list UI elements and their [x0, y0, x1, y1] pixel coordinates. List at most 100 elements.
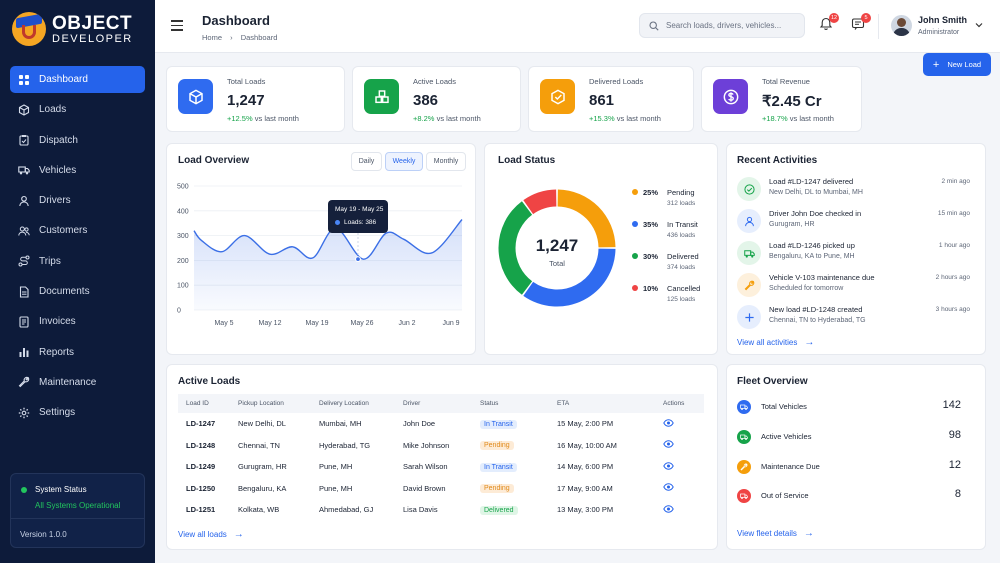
stat-card-active-loads[interactable]: Active Loads 386 +8.2% vs last month: [352, 66, 521, 132]
table-row[interactable]: LD-1247 New Delhi, DL Mumbai, MH John Doe In…: [178, 413, 704, 435]
new-load-button[interactable]: + New Load: [923, 53, 991, 76]
messages-button[interactable]: 5: [851, 13, 871, 32]
pickup-location: Chennai, TN: [238, 440, 280, 450]
eye-icon[interactable]: [663, 462, 674, 470]
activity-item[interactable]: Vehicle V-103 maintenance due Scheduled f…: [737, 271, 974, 303]
view-all-loads-link[interactable]: View all loads →: [178, 529, 244, 540]
fleet-value: 98: [948, 429, 961, 441]
donut-slice-cancelled[interactable]: [523, 189, 557, 215]
plus-icon: +: [932, 58, 940, 71]
sidebar-nav: Dashboard Loads Dispatch Vehicles Drivers Cus…: [10, 66, 145, 430]
legend-count: 374 loads: [667, 264, 696, 271]
sidebar-item-documents[interactable]: Documents: [10, 278, 145, 305]
table-row[interactable]: LD-1248 Chennai, TN Hyderabad, TG Mike John…: [178, 435, 704, 457]
tab-daily[interactable]: Daily: [351, 152, 382, 171]
eye-icon[interactable]: [663, 505, 674, 513]
table-row[interactable]: LD-1250 Bengaluru, KA Pune, MH David Brown P…: [178, 478, 704, 500]
status-cell: Pending: [480, 435, 557, 457]
donut-slice-pending[interactable]: [557, 189, 616, 248]
activity-title: Load #LD-1247 delivered: [769, 177, 854, 186]
brand-name-line1: OBJECT: [52, 12, 133, 34]
sidebar-item-loads[interactable]: Loads: [10, 96, 145, 123]
sidebar-item-dispatch[interactable]: Dispatch: [10, 127, 145, 154]
brand-logo[interactable]: OBJECT DEVELOPER: [12, 12, 133, 46]
bar-chart-icon-wrap: [18, 346, 30, 358]
recent-activities-title: Recent Activities: [737, 155, 818, 166]
stat-change-percent: +8.2%: [413, 114, 435, 123]
tab-monthly[interactable]: Monthly: [426, 152, 466, 171]
sidebar-item-reports[interactable]: Reports: [10, 339, 145, 366]
eye-icon[interactable]: [663, 440, 674, 448]
chart-tooltip: May 19 - May 25 Loads: 386: [328, 200, 388, 233]
stat-value: ₹2.45 Cr: [762, 93, 822, 110]
gear-icon-wrap: [18, 407, 30, 419]
table-row[interactable]: LD-1249 Gurugram, HR Pune, MH Sarah Wilson I…: [178, 456, 704, 478]
donut-total-label: Total: [549, 259, 565, 268]
active-loads-table: Load ID Pickup Location Delivery Location D…: [178, 394, 704, 521]
arrow-right-icon: →: [804, 337, 815, 348]
sidebar-item-dashboard[interactable]: Dashboard: [10, 66, 145, 93]
fleet-item-out-of-service[interactable]: Out of Service 8: [737, 487, 971, 505]
legend-count: 436 loads: [667, 232, 696, 239]
hover-point[interactable]: [355, 256, 361, 263]
notifications-badge: 12: [829, 13, 839, 23]
donut-slice-in-transit[interactable]: [523, 248, 616, 307]
eye-icon[interactable]: [663, 419, 674, 427]
stat-value: 1,247: [227, 92, 265, 109]
notifications-button[interactable]: 12: [819, 13, 839, 32]
activity-item[interactable]: Load #LD-1246 picked up Bengaluru, KA to …: [737, 239, 974, 271]
user-role: Administrator: [918, 29, 960, 36]
stat-card-total-revenue[interactable]: Total Revenue ₹2.45 Cr +18.7% vs last mont…: [701, 66, 862, 132]
donut-slice-delivered[interactable]: [498, 201, 533, 295]
route-icon-wrap: [18, 255, 30, 267]
eye-icon[interactable]: [663, 483, 674, 491]
fleet-item-active-vehicles[interactable]: Active Vehicles 98: [737, 428, 971, 446]
avatar[interactable]: [891, 15, 912, 36]
activity-item[interactable]: New load #LD-1248 created Chennai, TN to …: [737, 303, 974, 335]
chevron-down-icon[interactable]: [975, 22, 983, 28]
breadcrumb-home[interactable]: Home: [202, 33, 223, 42]
table-row[interactable]: LD-1251 Kolkata, WB Ahmedabad, GJ Lisa Davi…: [178, 499, 704, 521]
fleet-item-total-vehicles[interactable]: Total Vehicles 142: [737, 398, 971, 416]
user-icon-wrap: [18, 195, 30, 207]
status-cell: Pending: [480, 478, 557, 500]
activity-icon-badge: [737, 305, 761, 329]
stat-card-delivered-loads[interactable]: Delivered Loads 861 +15.3% vs last month: [528, 66, 694, 132]
sidebar-item-settings[interactable]: Settings: [10, 399, 145, 426]
stat-card-total-loads[interactable]: Total Loads 1,247 +12.5% vs last month: [166, 66, 345, 132]
sidebar-item-customers[interactable]: Customers: [10, 217, 145, 244]
fleet-overview-card: Fleet Overview: [726, 364, 986, 550]
fleet-icon-badge: [737, 430, 751, 444]
sidebar-item-vehicles[interactable]: Vehicles: [10, 157, 145, 184]
load-status-donut-chart: [498, 189, 616, 307]
view-all-activities-link[interactable]: View all activities →: [737, 337, 814, 348]
system-status-value: All Systems Operational: [35, 501, 121, 510]
fleet-icon-badge: [737, 489, 751, 503]
y-tick-label: 400: [177, 208, 189, 215]
invoice-icon: [19, 316, 29, 328]
status-badge: Delivered: [480, 505, 518, 515]
wrench-icon: [744, 280, 754, 290]
fleet-item-maintenance-due[interactable]: Maintenance Due 12: [737, 458, 971, 476]
menu-toggle-icon[interactable]: [171, 20, 183, 31]
search-input[interactable]: [666, 21, 801, 30]
activity-item[interactable]: Driver John Doe checked in Gurugram, HR 15…: [737, 207, 974, 239]
sidebar-item-label: Maintenance: [39, 376, 97, 388]
sidebar-item-label: Dispatch: [39, 134, 78, 146]
box-icon: [18, 104, 30, 116]
document-icon-wrap: [18, 286, 30, 298]
sidebar-item-maintenance[interactable]: Maintenance: [10, 369, 145, 396]
actions-cell: [663, 456, 704, 478]
pickup-location: New Delhi, DL: [238, 419, 286, 429]
box-icon-wrap: [18, 104, 30, 116]
status-cell: In Transit: [480, 456, 557, 478]
column-header-driver: Driver: [403, 394, 480, 413]
activity-item[interactable]: Load #LD-1247 delivered New Delhi, DL to …: [737, 175, 974, 207]
sidebar-item-drivers[interactable]: Drivers: [10, 187, 145, 214]
sidebar-item-trips[interactable]: Trips: [10, 248, 145, 275]
sidebar-item-invoices[interactable]: Invoices: [10, 308, 145, 335]
fleet-overview-title: Fleet Overview: [737, 376, 808, 387]
load-id: LD-1249: [186, 462, 216, 472]
view-fleet-details-link[interactable]: View fleet details →: [737, 528, 814, 539]
tab-weekly[interactable]: Weekly: [385, 152, 423, 171]
